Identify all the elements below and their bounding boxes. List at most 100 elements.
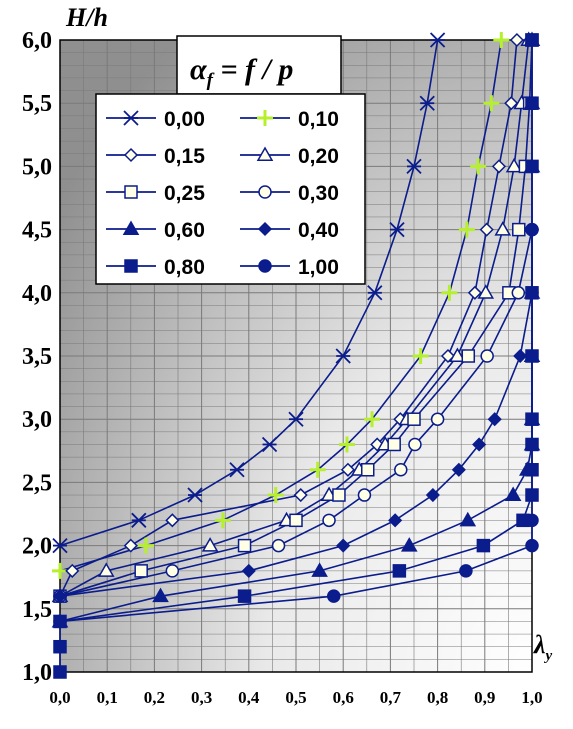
- data-point: [322, 513, 336, 528]
- legend-label: 0,30: [298, 182, 339, 205]
- data-point: [458, 221, 475, 238]
- series-layer: [51, 31, 541, 679]
- series-line: [59, 39, 533, 597]
- data-point: [525, 513, 539, 528]
- data-point: [97, 562, 115, 577]
- x-tick-label: 0,3: [191, 688, 212, 707]
- legend: 0,00 0,10 0,15 0,20 0,25 0,30 0,60 0,40 0,80 1,00: [95, 93, 366, 285]
- data-point: [332, 488, 346, 502]
- series-line: [59, 39, 530, 597]
- data-point: [387, 437, 401, 452]
- x-tick-label: 0,9: [474, 688, 495, 707]
- series-0-00: [59, 39, 439, 547]
- data-point: [429, 32, 446, 48]
- y-tick-label: 5,5: [22, 91, 52, 117]
- data-point: [123, 147, 139, 163]
- data-point: [131, 512, 147, 528]
- data-point: [327, 589, 341, 603]
- data-point: [476, 538, 491, 553]
- legend-label: 0,15: [164, 145, 205, 168]
- data-point: [122, 220, 140, 235]
- data-point: [165, 564, 180, 578]
- legend-entry: 0,25: [106, 182, 205, 205]
- data-point: [258, 259, 272, 273]
- data-point: [335, 348, 351, 364]
- data-point: [472, 437, 487, 452]
- x-tick-label: 0,5: [285, 688, 306, 707]
- data-point: [271, 538, 286, 553]
- y-tick-label: 2,0: [22, 534, 52, 560]
- legend-label: 0,40: [298, 219, 339, 242]
- data-point: [367, 285, 383, 301]
- data-point: [412, 348, 429, 364]
- data-point: [525, 412, 539, 426]
- data-point: [257, 221, 273, 237]
- series-0-25: [59, 39, 533, 597]
- data-point: [509, 32, 524, 48]
- data-point: [241, 563, 256, 578]
- y-tick-label: 1,5: [22, 597, 52, 623]
- x-tick-label: 0,7: [380, 688, 402, 707]
- y-tick-label: 3,5: [22, 344, 52, 370]
- y-tick-labels: 1,0 1,5 2,0 2,5 3,0 3,5 4,0 4,5 5,0 5,5 6,0: [22, 28, 52, 686]
- y-tick-label: 1,0: [22, 660, 52, 686]
- data-point: [288, 411, 304, 427]
- data-point: [53, 665, 67, 679]
- data-point: [408, 437, 422, 452]
- data-point: [124, 185, 138, 199]
- legend-entry: 0,10: [240, 108, 339, 131]
- legend-label: 0,80: [164, 256, 205, 279]
- data-point: [214, 512, 231, 529]
- markers-0-80: [53, 33, 539, 679]
- y-tick-label: 6,0: [22, 28, 52, 54]
- legend-title-box: αf = f / p: [176, 35, 342, 95]
- data-point: [449, 347, 466, 362]
- legend-label: 0,25: [164, 182, 205, 205]
- data-point: [237, 589, 252, 603]
- data-point: [261, 436, 278, 453]
- y-tick-label: 2,5: [22, 470, 52, 496]
- data-point: [525, 33, 539, 47]
- data-point: [525, 286, 539, 300]
- x-tick-label: 0,2: [144, 688, 165, 707]
- data-point: [461, 349, 476, 363]
- data-point: [504, 96, 519, 111]
- data-point: [394, 463, 408, 477]
- svg-text:αf = f / p: αf = f / p: [190, 53, 293, 91]
- data-point: [480, 349, 494, 363]
- data-point: [425, 487, 440, 503]
- series-line: [59, 39, 439, 547]
- data-point: [494, 221, 512, 236]
- data-point: [52, 589, 68, 604]
- data-point: [137, 537, 154, 554]
- data-point: [467, 285, 482, 300]
- data-point: [470, 158, 487, 175]
- data-point: [525, 488, 539, 502]
- data-point: [289, 513, 303, 528]
- data-point: [479, 222, 494, 237]
- series-line: [59, 39, 518, 597]
- data-point: [389, 221, 405, 238]
- data-point: [477, 284, 495, 299]
- data-point: [525, 159, 539, 174]
- data-point: [441, 284, 458, 301]
- data-point: [52, 537, 68, 554]
- legend-label: 0,10: [298, 108, 339, 131]
- data-point: [357, 488, 372, 502]
- data-point: [267, 487, 284, 504]
- markers-0-00: [52, 32, 446, 554]
- series-0-20: [59, 39, 530, 597]
- legend-entry: 0,30: [240, 182, 339, 205]
- data-point: [336, 538, 351, 553]
- x-tick-labels: 0,0 0,1 0,2 0,3 0,4 0,5 0,6 0,7 0,8 0,9 1,0: [49, 688, 542, 707]
- data-point: [338, 436, 355, 453]
- data-point: [407, 412, 421, 426]
- data-point: [392, 564, 407, 578]
- data-point: [311, 562, 328, 577]
- data-point: [525, 349, 539, 363]
- legend-entry: 0,00: [106, 108, 205, 131]
- legend-label: 0,00: [164, 108, 205, 131]
- data-point: [53, 639, 67, 654]
- data-point: [493, 32, 510, 48]
